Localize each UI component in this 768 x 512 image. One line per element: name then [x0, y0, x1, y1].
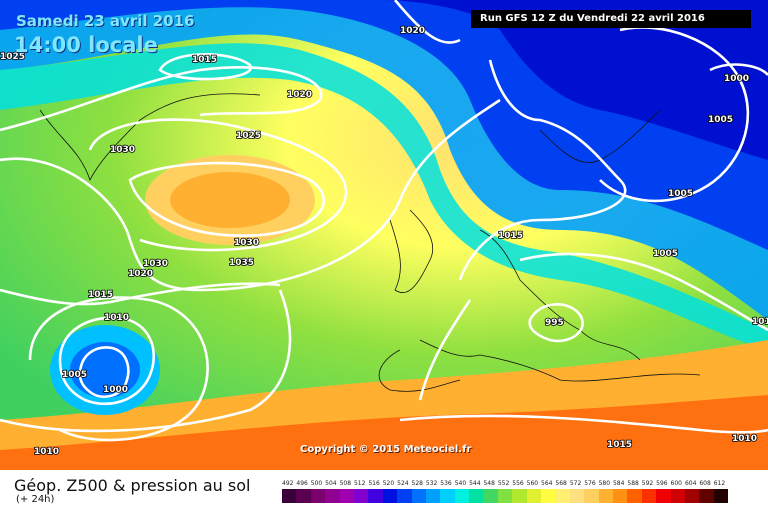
- isobar-label: 1025: [236, 131, 261, 141]
- isobar-label: 1020: [128, 269, 153, 279]
- isobar-label: 1005: [62, 370, 87, 380]
- scale-value: 576: [584, 480, 596, 487]
- scale-value: 600: [670, 480, 682, 487]
- scale-value: 516: [368, 480, 380, 487]
- scale-swatch: [684, 489, 700, 503]
- scale-swatch: [641, 489, 657, 503]
- isobar-label: 1015: [498, 231, 523, 241]
- scale-swatch: [425, 489, 441, 503]
- scale-value: 540: [454, 480, 467, 487]
- scale-value: 492: [282, 480, 294, 487]
- scale-swatch: [541, 489, 556, 503]
- scale-value: 588: [627, 480, 639, 487]
- scale-swatch: [713, 489, 729, 503]
- scale-swatch: [353, 489, 369, 503]
- scale-swatch: [584, 489, 599, 503]
- scale-swatch: [670, 489, 685, 503]
- scale-value: 512: [353, 480, 366, 487]
- isobar-label: 1035: [229, 258, 254, 268]
- isobar-label: 1010: [34, 447, 59, 457]
- scale-value: 560: [526, 480, 539, 487]
- scale-swatch: [627, 489, 642, 503]
- scale-value: 568: [555, 480, 567, 487]
- scale-value: 496: [296, 480, 308, 487]
- scale-value: 536: [440, 480, 452, 487]
- isobar-label: 1025: [0, 52, 25, 62]
- scale-labels: 492 496 500 504 508 512 516 520 524 528 532 536 540 5…: [282, 480, 728, 487]
- isobar-label: 1030: [234, 238, 259, 248]
- scale-swatch: [440, 489, 455, 503]
- scale-swatch: [612, 489, 628, 503]
- scale-value: 612: [713, 480, 726, 487]
- isobar-labels: 1020 1015 1025 1020 1030 1025 1000 1005 …: [0, 25, 768, 458]
- scale-swatch: [699, 489, 714, 503]
- isobar-label: 1030: [143, 259, 168, 269]
- forecast-time: 14:00 locale: [14, 33, 158, 57]
- map-title: Géop. Z500 & pression au sol: [14, 476, 251, 495]
- scale-swatch: [598, 489, 613, 503]
- scale-value: 580: [598, 480, 611, 487]
- isobar-label: 1010: [752, 317, 768, 327]
- scale-value: 572: [569, 480, 582, 487]
- scale-swatch: [526, 489, 542, 503]
- scale-swatch: [555, 489, 570, 503]
- isobar-label: 1005: [653, 249, 678, 259]
- scale-swatch: [382, 489, 398, 503]
- color-scale: [282, 489, 729, 503]
- scale-swatch: [296, 489, 311, 503]
- isobar-label: 1015: [192, 55, 217, 65]
- forecast-date: Samedi 23 avril 2016: [16, 12, 195, 30]
- isobar-label: 1000: [103, 385, 128, 395]
- scale-swatch: [569, 489, 585, 503]
- scale-value: 604: [684, 480, 697, 487]
- scale-swatch: [469, 489, 484, 503]
- isobar-label: 1010: [104, 313, 129, 323]
- scale-value: 508: [339, 480, 352, 487]
- scale-swatch: [656, 489, 671, 503]
- scale-value: 500: [310, 480, 323, 487]
- scale-value: 520: [382, 480, 395, 487]
- scale-value: 552: [497, 480, 510, 487]
- isobar-label: 1020: [400, 26, 425, 36]
- scale-swatch: [512, 489, 527, 503]
- scale-value: 584: [612, 480, 625, 487]
- scale-value: 544: [469, 480, 481, 487]
- weather-map: 1020 1015 1025 1020 1030 1025 1000 1005 …: [0, 0, 768, 470]
- scale-swatch: [368, 489, 383, 503]
- copyright: Copyright © 2015 Meteociel.fr: [300, 444, 472, 455]
- scale-swatch: [325, 489, 340, 503]
- isobar-label: 1005: [708, 115, 733, 125]
- isobar-label: 1010: [732, 434, 757, 444]
- isobar-label: 1015: [607, 440, 632, 450]
- isobar-label: 1005: [668, 189, 693, 199]
- scale-value: 564: [541, 480, 553, 487]
- run-info: Run GFS 12 Z du Vendredi 22 avril 2016: [471, 10, 751, 28]
- scale-swatch: [483, 489, 498, 503]
- scale-value: 532: [425, 480, 438, 487]
- isobar-label: 1015: [88, 290, 113, 300]
- scale-value: 524: [397, 480, 409, 487]
- scale-value: 556: [512, 480, 524, 487]
- scale-value: 608: [699, 480, 711, 487]
- scale-swatch: [411, 489, 426, 503]
- isobar-label: 1030: [110, 145, 135, 155]
- scale-value: 504: [325, 480, 337, 487]
- scale-value: 596: [656, 480, 668, 487]
- forecast-range: (+ 24h): [16, 494, 55, 505]
- isobar-label: 1000: [724, 74, 749, 84]
- scale-value: 592: [641, 480, 654, 487]
- scale-value: 548: [483, 480, 495, 487]
- scale-swatch: [310, 489, 326, 503]
- scale-swatch: [497, 489, 513, 503]
- scale-swatch: [339, 489, 354, 503]
- isobar-label: 1020: [287, 90, 312, 100]
- scale-swatch: [454, 489, 470, 503]
- scale-swatch: [397, 489, 412, 503]
- scale-swatch: [282, 489, 297, 503]
- scale-value: 528: [411, 480, 423, 487]
- isobar-label: 995: [545, 318, 564, 328]
- isobars: [0, 0, 768, 440]
